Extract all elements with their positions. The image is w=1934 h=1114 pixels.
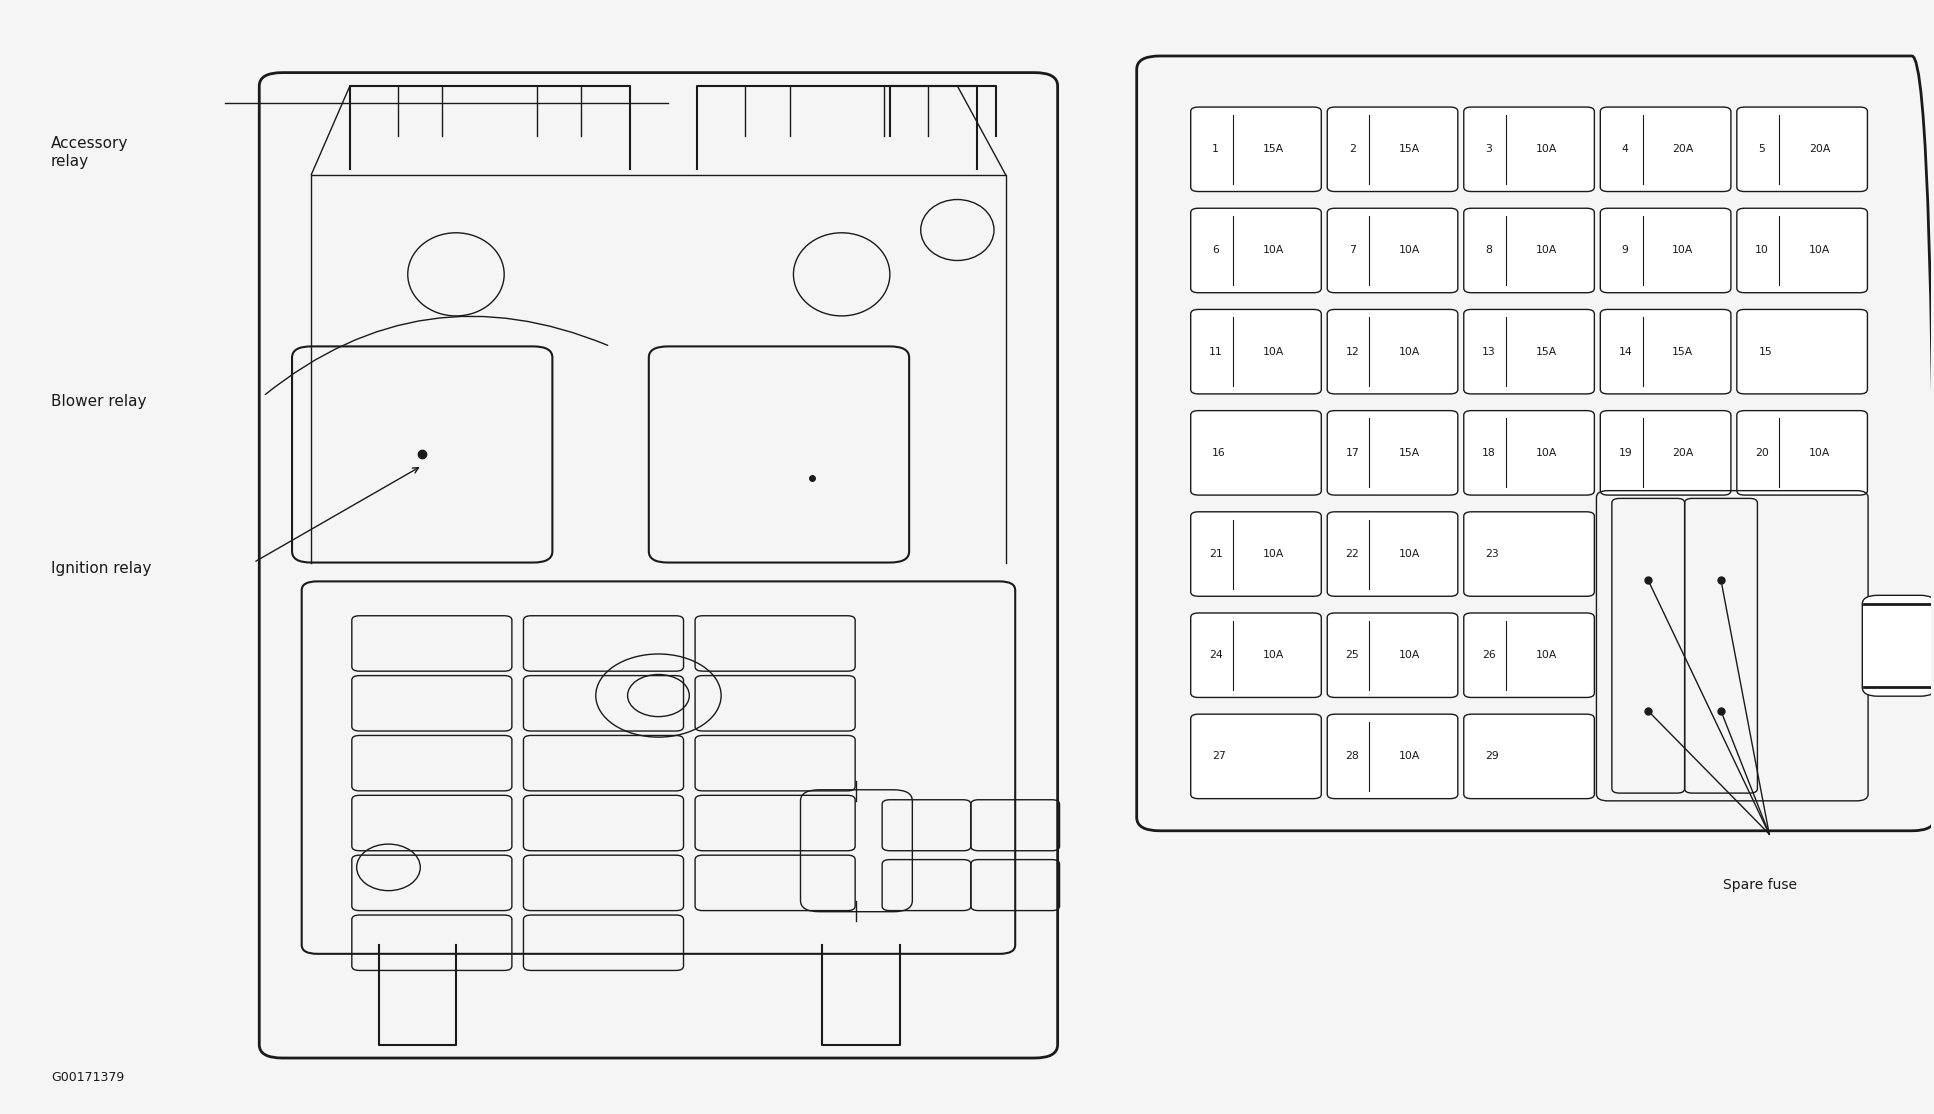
Text: 20A: 20A <box>1673 448 1694 458</box>
FancyBboxPatch shape <box>1327 310 1458 394</box>
Text: 14: 14 <box>1619 346 1632 356</box>
Text: 18: 18 <box>1481 448 1495 458</box>
Text: 15A: 15A <box>1536 346 1557 356</box>
Text: 10A: 10A <box>1398 752 1420 761</box>
FancyBboxPatch shape <box>1464 613 1594 697</box>
Text: Blower relay: Blower relay <box>50 394 147 409</box>
Text: 10A: 10A <box>1398 346 1420 356</box>
Text: 7: 7 <box>1348 245 1356 255</box>
Text: 15A: 15A <box>1398 145 1420 155</box>
FancyBboxPatch shape <box>1327 613 1458 697</box>
Text: 5: 5 <box>1758 145 1766 155</box>
FancyBboxPatch shape <box>1599 411 1731 495</box>
FancyBboxPatch shape <box>1191 208 1321 293</box>
Text: 4: 4 <box>1623 145 1628 155</box>
Text: 8: 8 <box>1485 245 1493 255</box>
Text: 24: 24 <box>1209 651 1222 661</box>
Text: 2: 2 <box>1348 145 1356 155</box>
FancyBboxPatch shape <box>1862 595 1934 696</box>
FancyBboxPatch shape <box>1599 208 1731 293</box>
FancyBboxPatch shape <box>1464 411 1594 495</box>
Text: 10A: 10A <box>1263 245 1284 255</box>
Text: 15: 15 <box>1758 346 1772 356</box>
Text: 17: 17 <box>1346 448 1360 458</box>
Text: 20A: 20A <box>1673 145 1694 155</box>
FancyBboxPatch shape <box>1327 511 1458 596</box>
FancyBboxPatch shape <box>1327 411 1458 495</box>
FancyBboxPatch shape <box>1191 714 1321 799</box>
Text: 29: 29 <box>1485 752 1499 761</box>
Text: 20: 20 <box>1754 448 1770 458</box>
FancyBboxPatch shape <box>1191 310 1321 394</box>
Text: 10A: 10A <box>1263 346 1284 356</box>
Text: Ignition relay: Ignition relay <box>50 560 151 576</box>
Text: 10A: 10A <box>1808 448 1830 458</box>
Text: 10A: 10A <box>1808 245 1830 255</box>
FancyBboxPatch shape <box>1327 107 1458 192</box>
Text: Spare fuse: Spare fuse <box>1723 879 1797 892</box>
Text: 20A: 20A <box>1808 145 1830 155</box>
Text: 10A: 10A <box>1536 651 1557 661</box>
Text: Accessory
relay: Accessory relay <box>50 136 128 168</box>
Text: 21: 21 <box>1209 549 1222 559</box>
Text: 25: 25 <box>1346 651 1360 661</box>
Text: 10A: 10A <box>1536 245 1557 255</box>
FancyBboxPatch shape <box>1464 107 1594 192</box>
FancyBboxPatch shape <box>1327 208 1458 293</box>
Text: 10A: 10A <box>1263 651 1284 661</box>
Text: G00171379: G00171379 <box>50 1071 124 1084</box>
Text: 23: 23 <box>1485 549 1499 559</box>
FancyBboxPatch shape <box>1327 714 1458 799</box>
Text: 19: 19 <box>1619 448 1632 458</box>
FancyBboxPatch shape <box>1737 208 1868 293</box>
FancyBboxPatch shape <box>1464 714 1594 799</box>
Text: 9: 9 <box>1623 245 1628 255</box>
Text: 27: 27 <box>1213 752 1226 761</box>
Text: 10A: 10A <box>1398 549 1420 559</box>
Text: 10A: 10A <box>1263 549 1284 559</box>
Text: 10: 10 <box>1754 245 1770 255</box>
Text: 16: 16 <box>1213 448 1226 458</box>
FancyBboxPatch shape <box>1191 613 1321 697</box>
Text: 13: 13 <box>1481 346 1495 356</box>
FancyBboxPatch shape <box>1191 107 1321 192</box>
FancyBboxPatch shape <box>1464 310 1594 394</box>
Text: 11: 11 <box>1209 346 1222 356</box>
FancyBboxPatch shape <box>1737 411 1868 495</box>
FancyBboxPatch shape <box>1464 511 1594 596</box>
Text: 1: 1 <box>1213 145 1218 155</box>
Text: 26: 26 <box>1481 651 1495 661</box>
Text: 10A: 10A <box>1536 448 1557 458</box>
FancyBboxPatch shape <box>1599 107 1731 192</box>
FancyBboxPatch shape <box>1191 511 1321 596</box>
Text: 6: 6 <box>1213 245 1218 255</box>
FancyBboxPatch shape <box>1737 107 1868 192</box>
Text: 28: 28 <box>1346 752 1360 761</box>
Text: 10A: 10A <box>1536 145 1557 155</box>
Text: 3: 3 <box>1485 145 1493 155</box>
FancyBboxPatch shape <box>1599 310 1731 394</box>
Text: 10A: 10A <box>1398 651 1420 661</box>
Text: 10A: 10A <box>1673 245 1694 255</box>
Text: 15A: 15A <box>1263 145 1284 155</box>
Text: 12: 12 <box>1346 346 1360 356</box>
Text: 10A: 10A <box>1398 245 1420 255</box>
FancyBboxPatch shape <box>1464 208 1594 293</box>
Text: 15A: 15A <box>1398 448 1420 458</box>
FancyBboxPatch shape <box>1191 411 1321 495</box>
FancyBboxPatch shape <box>1737 310 1868 394</box>
Text: 22: 22 <box>1346 549 1360 559</box>
Text: 15A: 15A <box>1673 346 1694 356</box>
